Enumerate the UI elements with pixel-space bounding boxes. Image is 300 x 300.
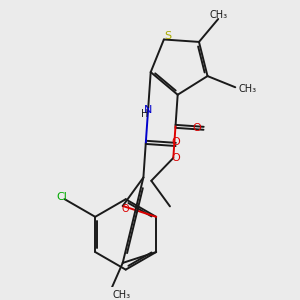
Text: O: O: [192, 123, 201, 133]
Text: CH₃: CH₃: [113, 290, 131, 300]
Text: CH₃: CH₃: [238, 84, 256, 94]
Text: O: O: [122, 204, 129, 214]
Text: CH₃: CH₃: [209, 11, 227, 20]
Text: S: S: [164, 31, 172, 41]
Text: H: H: [141, 109, 148, 119]
Text: Cl: Cl: [56, 193, 68, 202]
Text: O: O: [172, 153, 181, 163]
Text: N: N: [144, 105, 152, 115]
Text: O: O: [171, 136, 180, 147]
